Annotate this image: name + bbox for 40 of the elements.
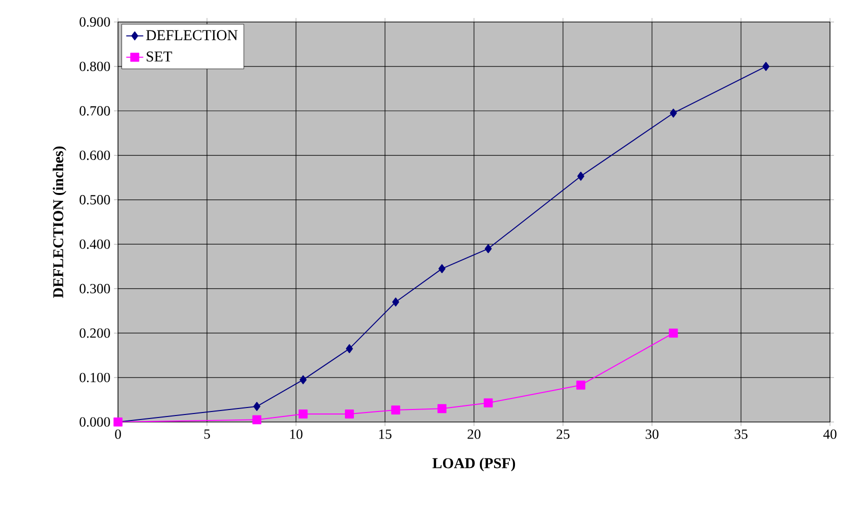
legend-label: SET bbox=[146, 52, 172, 62]
x-tick-label: 5 bbox=[204, 429, 210, 439]
point bbox=[391, 406, 400, 414]
point bbox=[437, 404, 446, 414]
point bbox=[762, 62, 770, 71]
x-tick-label: 15 bbox=[379, 429, 392, 439]
y-tick-label: 0.000 bbox=[80, 417, 110, 427]
point bbox=[668, 328, 678, 338]
y-axis-title: DEFLECTION (inches) bbox=[52, 146, 66, 298]
point bbox=[392, 298, 400, 306]
y-tick-label: 0.700 bbox=[80, 106, 110, 116]
y-tick-label: 0.200 bbox=[80, 328, 110, 338]
x-tick-label: 25 bbox=[556, 430, 570, 439]
x-tick-label: 20 bbox=[468, 430, 480, 439]
x-axis-title: LOAD (PSF) bbox=[432, 458, 516, 472]
point bbox=[577, 172, 584, 181]
point bbox=[298, 410, 308, 418]
x-tick-label: 35 bbox=[734, 430, 748, 439]
point bbox=[484, 244, 492, 254]
point bbox=[484, 398, 493, 408]
y-tick-label: 0.300 bbox=[80, 284, 110, 294]
y-tick-label: 0.500 bbox=[80, 195, 110, 205]
x-tick-label: 40 bbox=[823, 430, 836, 439]
y-tick-label: 0.100 bbox=[80, 372, 110, 382]
x-tick-label: 30 bbox=[646, 430, 658, 439]
point bbox=[670, 108, 677, 118]
y-tick-label: 0.900 bbox=[80, 17, 110, 27]
legend-label: DEFLECTION bbox=[146, 30, 238, 40]
point bbox=[344, 410, 354, 418]
x-tick-label: 0 bbox=[115, 430, 121, 439]
point bbox=[252, 415, 262, 424]
point bbox=[576, 380, 586, 390]
point bbox=[253, 402, 260, 411]
y-tick-label: 0.600 bbox=[80, 150, 110, 160]
point bbox=[438, 264, 446, 274]
point bbox=[300, 375, 307, 384]
point bbox=[346, 344, 353, 354]
y-tick-label: 0.800 bbox=[80, 62, 110, 72]
x-tick-label: 10 bbox=[290, 430, 302, 439]
y-tick-label: 0.400 bbox=[80, 239, 110, 249]
